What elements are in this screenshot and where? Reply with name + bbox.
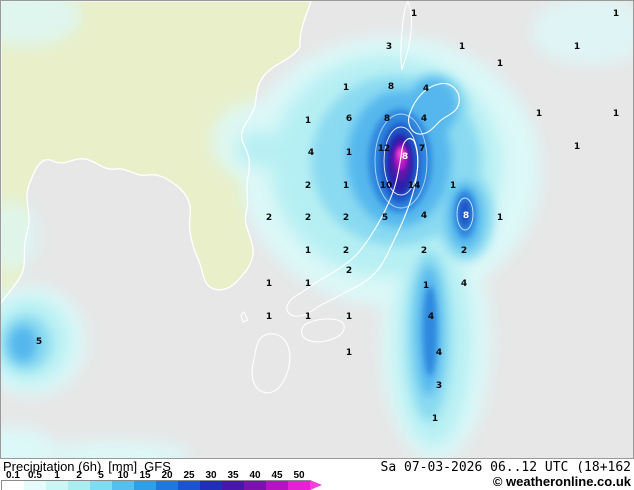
- mainland-coastline: [1, 1, 312, 304]
- legend-color-segment: [112, 480, 134, 490]
- legend-color-segment: [266, 480, 288, 490]
- legend-color-segment: [46, 480, 68, 490]
- legend-tick: 0.5: [28, 470, 42, 481]
- unit-label: [mm]: [108, 459, 138, 474]
- legend-color-segment: [222, 480, 244, 490]
- legend-color-segment: [200, 480, 222, 490]
- legend-tick: 5: [98, 470, 104, 481]
- precipitation-map: 1 1 3 1 1 1 8 4 1 1 6 8 4 1 1 4 1 12 8 7 1 2 1 10 14 1 2 2 2 5 4 8 1 1 2 2 2…: [0, 0, 634, 459]
- legend-strip-segments: [2, 480, 310, 490]
- legend-color-segment: [244, 480, 266, 490]
- legend-tick: 25: [183, 470, 195, 481]
- legend-ticks: 0.1 0.5 1 2 5 10 15 20 25 30 35 40 45 50: [2, 470, 310, 481]
- legend-tick: 35: [227, 470, 239, 481]
- model-label: GFS: [144, 459, 171, 474]
- legend-color-segment: [156, 480, 178, 490]
- legend-tick: 40: [249, 470, 261, 481]
- legend-tick: 50: [293, 470, 305, 481]
- kyushu-coastline: [251, 333, 291, 394]
- map-title: Precipitation (6h) [mm] GFS: [3, 459, 178, 474]
- legend-color-segment: [134, 480, 156, 490]
- forecast-datetime: Sa 07-03-2026 06..12 UTC (18+162: [380, 460, 631, 475]
- legend-tick: 2: [76, 470, 82, 481]
- legend-tick: 30: [205, 470, 217, 481]
- shikoku-coastline: [300, 318, 345, 343]
- map-canvas: [1, 1, 633, 458]
- hokkaido-coastline: [408, 82, 460, 135]
- sakhalin-coastline: [400, 1, 413, 72]
- legend-color-segment: [178, 480, 200, 490]
- legend-strip: [2, 480, 322, 490]
- legend-color-segment: [288, 480, 310, 490]
- legend-color-segment: [68, 480, 90, 490]
- legend-arrow: [310, 480, 322, 490]
- legend-tick: 10: [117, 470, 129, 481]
- legend-tick: 45: [271, 470, 283, 481]
- legend-color-segment: [90, 480, 112, 490]
- legend-tick: 15: [139, 470, 151, 481]
- legend-tick: 1: [54, 470, 60, 481]
- tsushima-coastline: [240, 311, 249, 323]
- legend-tick: 20: [161, 470, 173, 481]
- japan-coastlines: [240, 1, 460, 394]
- honshu-coastline: [286, 138, 419, 317]
- footer-bar: Precipitation (6h) [mm] GFS 0.1 0.5 1 2 5 10 15 2…: [0, 459, 634, 490]
- legend-tick: 0.1: [6, 470, 20, 481]
- copyright-text: © weatheronline.co.uk: [492, 474, 631, 489]
- legend-color-segment: [2, 480, 24, 490]
- legend-color-segment: [24, 480, 46, 490]
- product-label: Precipitation (6h): [3, 459, 102, 474]
